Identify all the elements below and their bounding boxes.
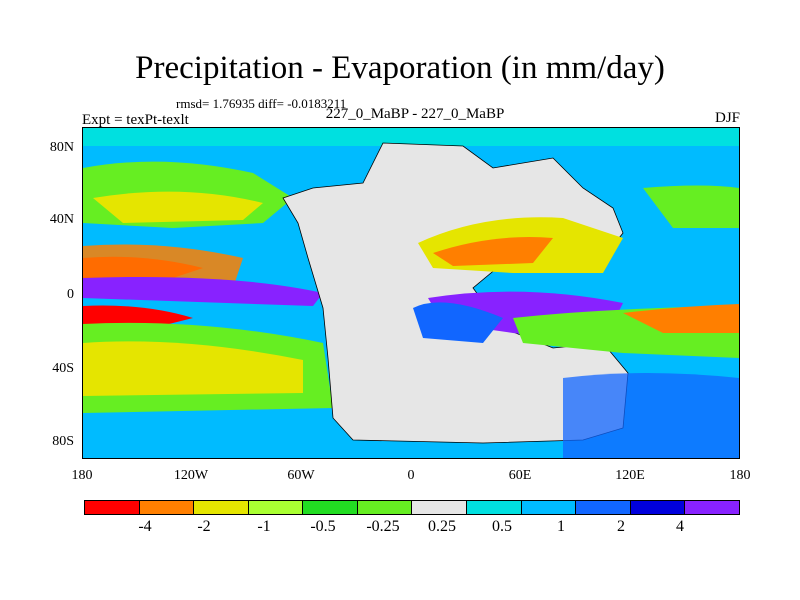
- lat-label-40s: 40S: [52, 361, 74, 376]
- colorbar-swatch: [467, 501, 522, 514]
- plot-title: Precipitation - Evaporation (in mm/day): [135, 50, 665, 86]
- comparison-label: 227_0_MaBP - 227_0_MaBP: [325, 106, 505, 122]
- east-gulf-blue: [413, 302, 503, 343]
- colorbar-label: -0.5: [310, 518, 336, 535]
- colorbar-label: 2: [617, 518, 625, 535]
- lon-label-120e: 120E: [615, 468, 645, 483]
- equatorial-purple: [83, 277, 323, 306]
- lon-label-180w: 180: [71, 468, 93, 483]
- colorbar-swatch: [521, 501, 577, 514]
- lon-label-180e: 180: [729, 468, 751, 483]
- arctic-band: [83, 128, 739, 146]
- north-pacific-yellow: [93, 191, 263, 223]
- pe-field-map: [83, 128, 739, 458]
- colorbar-label: -4: [138, 518, 152, 535]
- colorbar-label: 4: [676, 518, 684, 535]
- colorbar-label: 0.5: [492, 518, 512, 535]
- east-south-blue: [563, 373, 739, 458]
- colorbar-swatch: [248, 501, 304, 514]
- colorbar-swatch: [685, 501, 739, 514]
- colorbar-label: 1: [557, 518, 565, 535]
- south-pacific-red: [83, 305, 193, 328]
- colorbar-swatch: [85, 501, 140, 514]
- colorbar: [84, 500, 740, 515]
- lon-label-120w: 120W: [173, 468, 209, 483]
- map-panel: [82, 127, 740, 459]
- lon-label-60e: 60E: [508, 468, 532, 483]
- colorbar-label: -0.25: [366, 518, 400, 535]
- lat-label-40n: 40N: [49, 212, 74, 227]
- colorbar-swatch: [576, 501, 631, 514]
- colorbar-label: -2: [197, 518, 211, 535]
- colorbar-swatch: [139, 501, 195, 514]
- experiment-label: Expt = texPt-texlt: [82, 112, 189, 128]
- lat-label-0: 0: [67, 287, 74, 302]
- lon-label-0: 0: [407, 468, 415, 483]
- colorbar-swatch: [412, 501, 468, 514]
- lat-label-80n: 80N: [49, 140, 74, 155]
- colorbar-swatch: [357, 501, 413, 514]
- east-north-green: [643, 185, 739, 228]
- colorbar-label: 0.25: [428, 518, 456, 535]
- south-pacific-yellow: [83, 341, 303, 396]
- east-tethys-orange: [623, 304, 739, 333]
- colorbar-label: -1: [257, 518, 271, 535]
- colorbar-swatch: [194, 501, 249, 514]
- season-label: DJF: [714, 110, 740, 126]
- lon-label-60w: 60W: [287, 468, 315, 483]
- tethys-orange: [433, 237, 553, 266]
- lat-label-80s: 80S: [52, 434, 74, 449]
- colorbar-swatch: [303, 501, 358, 514]
- stats-label: rmsd= 1.76935 diff= -0.0183211: [176, 96, 347, 111]
- colorbar-swatch: [630, 501, 686, 514]
